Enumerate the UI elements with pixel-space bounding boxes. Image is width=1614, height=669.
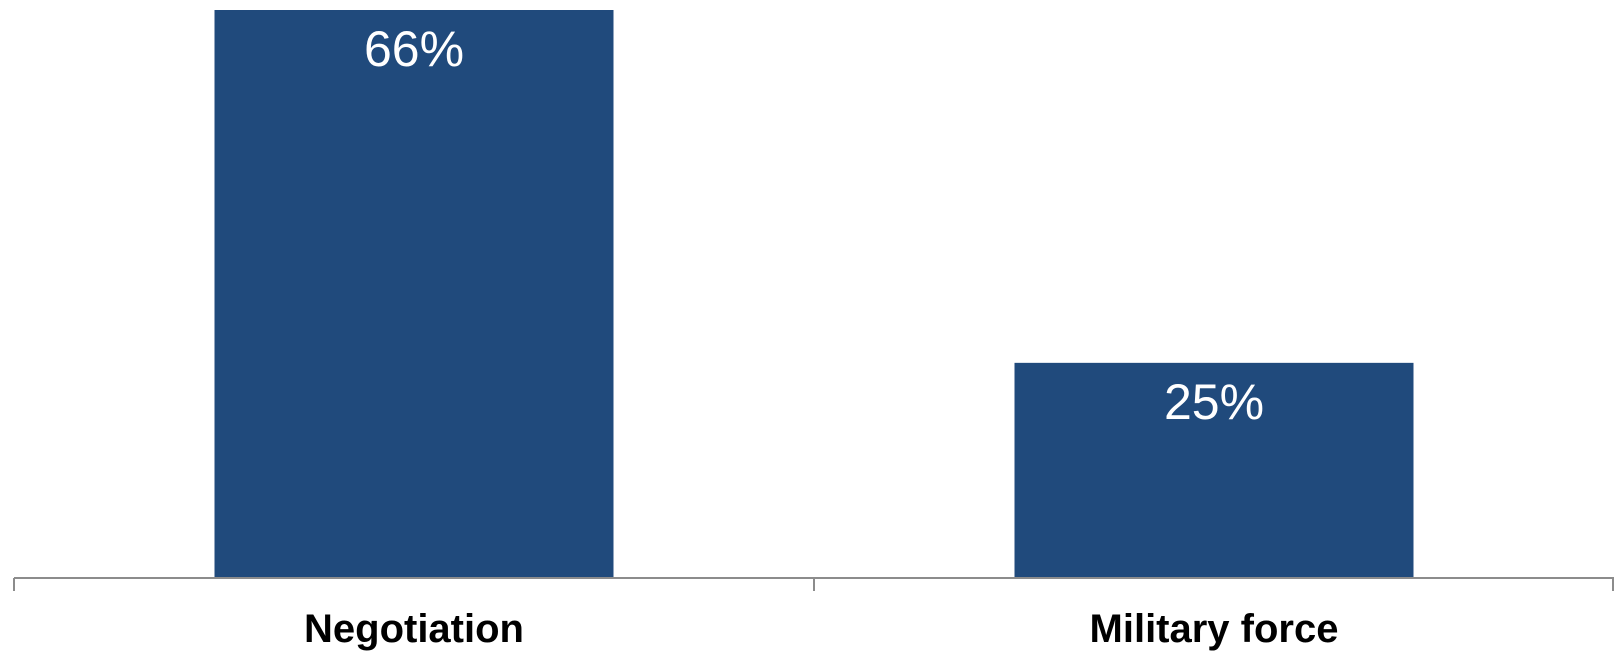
category-labels-layer: Negotiation Military force [304, 607, 1338, 651]
data-label-military-force: 25% [1164, 374, 1264, 430]
bars-layer [214, 10, 1414, 578]
bar-military-force [1014, 362, 1414, 578]
category-label-negotiation: Negotiation [304, 607, 524, 651]
bar-negotiation [214, 10, 614, 578]
x-axis [13, 577, 1614, 591]
data-label-negotiation: 66% [364, 21, 464, 77]
category-label-military-force: Military force [1090, 607, 1339, 651]
value-labels-layer: 66% 25% [364, 21, 1264, 430]
